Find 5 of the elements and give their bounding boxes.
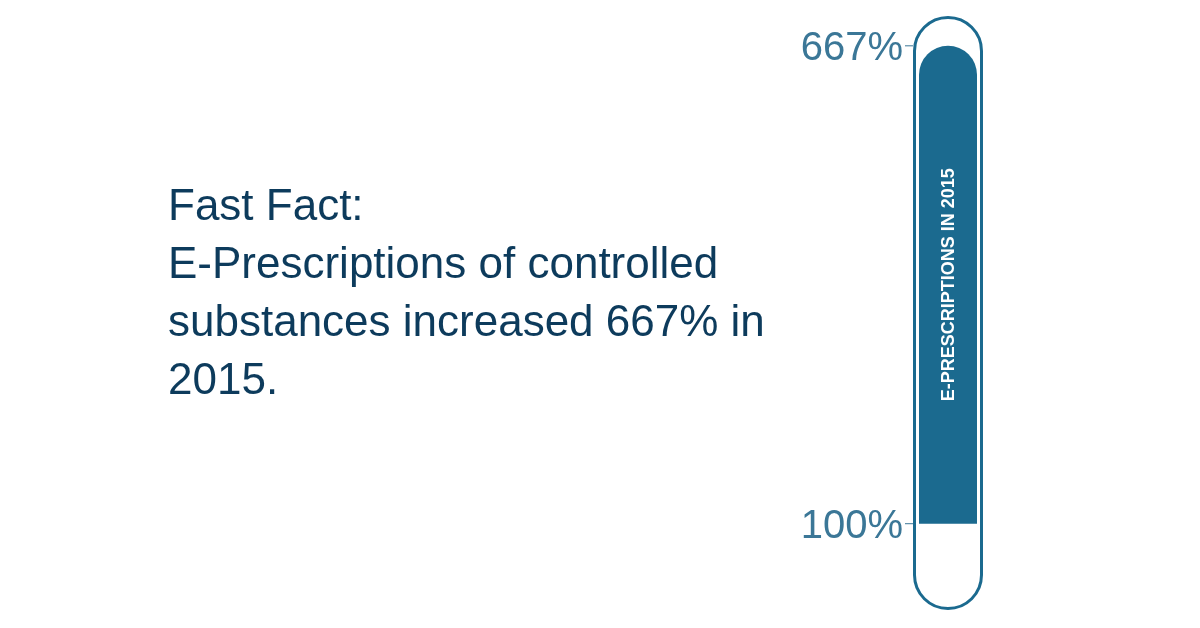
y-tick-label: 100% [800, 501, 903, 546]
text: E-Prescriptions of controlled substances increased 667% in 2015. [168, 237, 766, 405]
x-tick-label: E-PRESCRIPTIONS IN 2015 [938, 168, 958, 402]
y-tick-label: 667% [800, 24, 903, 69]
text: Fast Fact: [168, 179, 365, 231]
